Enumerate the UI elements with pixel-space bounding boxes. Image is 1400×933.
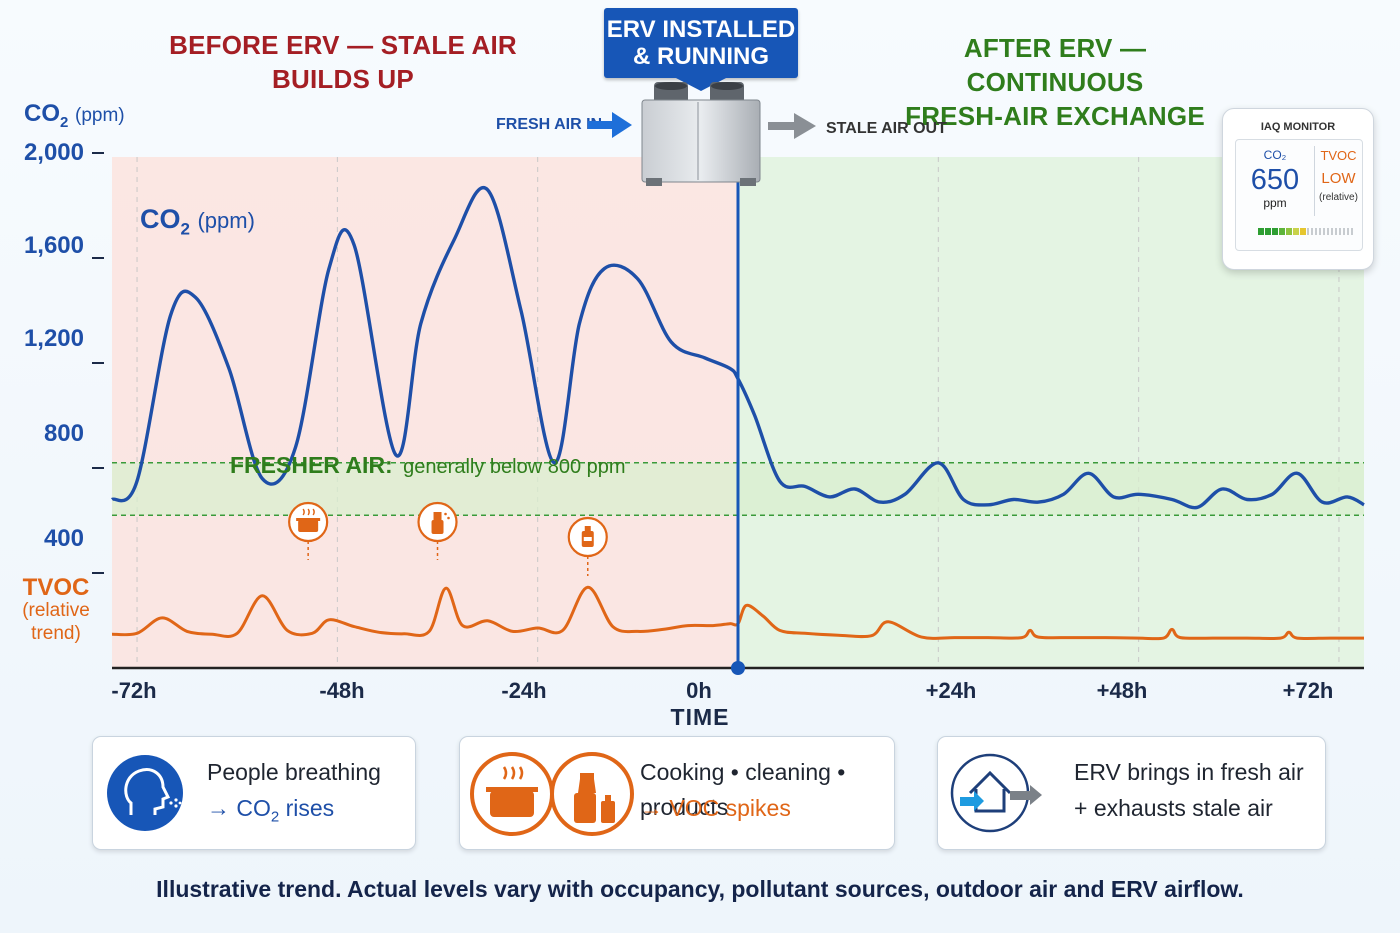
card-3-line2: + exhausts stale air xyxy=(1074,795,1273,821)
y-axis-title-unit: (ppm) xyxy=(75,105,125,126)
stale-air-out-label: STALE AIR OUT xyxy=(826,120,947,137)
co2-series-label: CO2 (ppm) xyxy=(140,204,255,239)
monitor-co2-value: 650 xyxy=(1250,164,1300,196)
tvoc-series-line xyxy=(111,585,1364,641)
bottle-cap xyxy=(584,526,591,531)
x-tick-label: +48h xyxy=(1096,678,1148,703)
cooking-pot-icon xyxy=(288,501,329,560)
cooking-cleaning-icon xyxy=(470,752,634,836)
erv-start-marker xyxy=(731,661,745,675)
erv-house-icon xyxy=(950,753,1042,833)
monitor-level-segment xyxy=(1272,228,1278,235)
co2-series-label-sub: 2 xyxy=(180,219,190,239)
after-heading: AFTER ERV — CONTINUOUS FRESH-AIR EXCHANG… xyxy=(880,31,1230,133)
fresh-air-in-arrow-icon xyxy=(588,112,632,138)
y-tick-label: 400 xyxy=(43,525,84,552)
y-axis-title-sub: 2 xyxy=(60,113,69,131)
monitor-level-segment xyxy=(1258,228,1264,235)
tvoc-axis-label-line2: (relative xyxy=(22,600,90,621)
pot-lid xyxy=(296,518,321,521)
pot-steam xyxy=(302,508,315,516)
spray-dot xyxy=(447,516,450,520)
x-axis-title: TIME xyxy=(670,704,730,730)
card-erv-exchange: ERV brings in fresh air + exhausts stale… xyxy=(937,736,1326,850)
monitor-level-segment xyxy=(1293,228,1299,235)
x-tick-label: -72h xyxy=(111,678,157,703)
person-breathing-icon xyxy=(107,755,183,831)
monitor-screen: CO₂ 650 ppm TVOC LOW (relative) xyxy=(1235,139,1363,251)
before-zone xyxy=(112,157,738,668)
iaq-monitor: IAQ MONITOR CO₂ 650 ppm TVOC LOW (relati… xyxy=(1222,108,1374,270)
x-tick-label: -24h xyxy=(501,678,547,703)
x-tick-label: +24h xyxy=(925,678,977,703)
card-1-line2-prefix: → CO xyxy=(207,795,271,821)
footer-note: Illustrative trend. Actual levels vary w… xyxy=(156,876,1244,902)
card-cooking-cleaning: Cooking • cleaning • products → VOC spik… xyxy=(459,736,895,850)
monitor-level-segment xyxy=(1265,228,1271,235)
product-bottle-icon xyxy=(567,516,608,576)
y-tick-label: 1,200 xyxy=(23,325,84,352)
monitor-level-segment xyxy=(1279,228,1285,235)
fresh-air-in-label: FRESH AIR IN xyxy=(496,116,603,133)
co2-series-label-main: CO xyxy=(140,204,181,234)
fresh-band-label-text: generally below 800 ppm xyxy=(403,456,626,478)
monitor-level-segment-empty xyxy=(1307,228,1353,235)
stale-air-out-arrow-icon xyxy=(768,113,816,139)
card-3-line1: ERV brings in fresh air xyxy=(1074,759,1304,785)
x-tick-label: +72h xyxy=(1282,678,1334,703)
monitor-co2-label: CO₂ xyxy=(1263,148,1287,162)
co2-series-label-unit: (ppm) xyxy=(197,208,255,233)
bottle-label xyxy=(583,537,592,541)
x-tick-label: 0h xyxy=(686,678,712,703)
card-1-line2-suffix: rises xyxy=(279,795,335,821)
card-people-breathing: People breathing → CO2 rises xyxy=(92,736,416,850)
card-1-line2: → CO2 rises xyxy=(207,791,334,835)
card-2-line1: Cooking • cleaning • products xyxy=(640,759,846,820)
card-2-line2: → VOC spikes xyxy=(640,795,791,821)
after-heading-line2: FRESH-AIR EXCHANGE xyxy=(905,101,1205,131)
card-1-line2-sub: 2 xyxy=(270,808,280,826)
tvoc-axis-label-main: TVOC xyxy=(22,574,90,601)
after-heading-line1: AFTER ERV — CONTINUOUS xyxy=(963,33,1147,97)
monitor-co2-unit: ppm xyxy=(1263,196,1287,210)
monitor-tvoc-value: LOW xyxy=(1321,170,1356,187)
x-tick-label: -48h xyxy=(319,678,365,703)
tvoc-axis-label-line3: trend) xyxy=(31,623,81,644)
spray-dot xyxy=(444,512,447,516)
monitor-level-segment xyxy=(1286,228,1292,235)
erv-banner-line1: ERV INSTALLED xyxy=(606,16,796,43)
y-axis-title-main: CO xyxy=(24,100,60,127)
spray-bottle-icon xyxy=(417,501,458,560)
monitor-tvoc-note: (relative) xyxy=(1319,192,1358,203)
y-tick-label: 800 xyxy=(43,420,84,447)
card-1-line1: People breathing xyxy=(207,759,381,785)
erv-banner-line2: & RUNNING xyxy=(633,43,769,70)
y-tick-label: 2,000 xyxy=(23,139,84,166)
monitor-level-segment xyxy=(1300,228,1306,235)
fresh-band-label: FRESHER AIR: generally below 800 ppm xyxy=(230,452,626,479)
y-axis-title: CO2 (ppm) xyxy=(24,100,125,131)
pot-body xyxy=(298,520,319,532)
co2-series-line xyxy=(110,186,1365,510)
erv-installed-banner: ERV INSTALLED & RUNNING xyxy=(604,8,798,78)
monitor-tvoc-label: TVOC xyxy=(1320,148,1357,163)
fresh-band-label-bold: FRESHER AIR: xyxy=(230,452,393,478)
before-heading: BEFORE ERV — STALE AIR BUILDS UP xyxy=(169,30,517,94)
spray-head xyxy=(433,512,442,520)
spray-body xyxy=(431,520,444,534)
tvoc-axis-label: TVOC (relative trend) xyxy=(14,576,98,645)
monitor-divider xyxy=(1314,146,1315,216)
monitor-title: IAQ MONITOR xyxy=(1260,121,1336,133)
y-tick-label: 1,600 xyxy=(23,232,84,259)
erv-unit-icon xyxy=(641,82,761,186)
